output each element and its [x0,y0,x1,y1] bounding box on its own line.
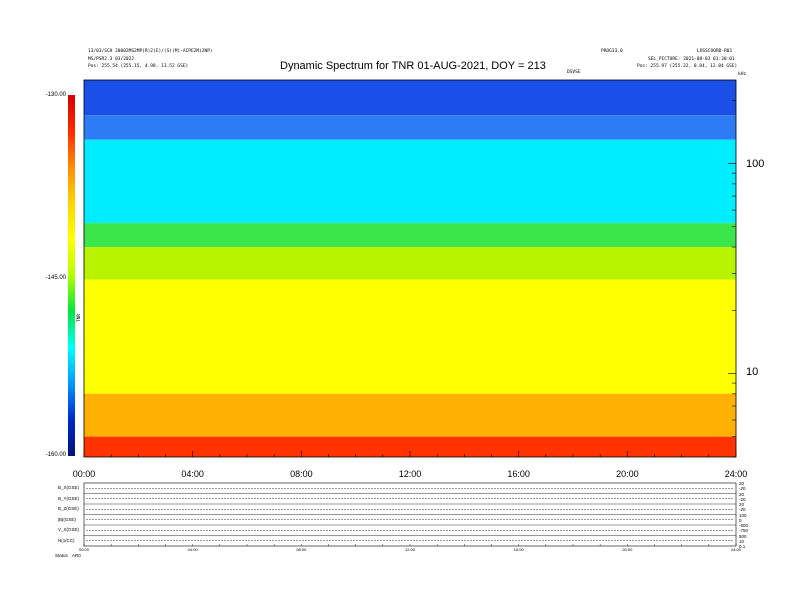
status-label: Status [55,553,68,558]
status-value: AR0 [72,553,81,558]
header-info-right-1b: LOSSCOORD-R01 [697,49,733,54]
subpanel-right-label: 0 [739,517,742,523]
x-tick-label: 12:00 [398,469,422,479]
header-info-left-3: Pos: 255.54 (255.15, 4.98, 13.52 GSE) [88,64,189,69]
spectrogram-plot [83,79,737,458]
subpanel-left-label: B_Y(GSE) [58,495,80,501]
subpanel-x-tick-label: 12:00 [404,547,415,552]
x-tick-label: 04:00 [181,469,204,479]
subpanel-left-label: |B|(GSE) [58,516,76,522]
header-info-right-2: SEL_PICTURE: 2021-08-03 01:30:01 [648,57,735,62]
header-info-right-3: Pos: 255.97 (255.32, 0.84, 12.84 GSE) [637,64,738,69]
x-tick-label: 24:00 [724,469,748,479]
spectrum-band-1 [84,115,736,140]
subpanel-right-label: 20 [739,481,745,486]
spectrum-band-6 [84,393,736,437]
header-info-left-1: 13/03/SCH 20002MS2MP(R)2(E)/(S)(M)-AIPE2… [88,49,213,54]
spectrum-band-3 [84,223,736,248]
header-info-left-2: MS/PSR2.3 03/2022 [88,57,135,62]
y-tick-label-10: 10 [746,366,759,378]
subpanel-x-tick-label: 00:00 [78,547,89,552]
x-tick-label: 08:00 [290,469,313,479]
header-info-right-1: PROG33.0 [601,49,623,54]
marker-label: DSVSE [567,70,581,75]
subpanel-x-tick-label: 20:00 [622,547,633,552]
subpanel-x-tick-label: 16:00 [513,547,524,552]
colorbar-tick-bottom: -160.00 [45,452,66,458]
spectrum-band-0 [84,80,736,116]
subpanel-left-label: B_X(GSE) [58,485,80,491]
subpanel-right-label: 500 [739,533,747,539]
spectrum-band-2 [84,139,736,224]
subpanel-right-label: -20 [739,496,746,502]
x-tick-label: 16:00 [507,469,530,479]
chart-title: Dynamic Spectrum for TNR 01-AUG-2021, DO… [280,60,546,72]
y-tick-label-100: 100 [746,158,765,170]
solar-wind-subpanel [83,482,737,547]
subpanel-right-label: 20 [739,491,745,497]
subpanel-right-label: -750 [739,528,749,534]
spectrum-band-5 [84,279,736,394]
spectrum-band-4 [84,247,736,280]
subpanel-right-label: -20 [739,486,746,492]
subpanel-x-tick-label: 24:00 [730,547,741,552]
colorbar-tick-top: -130.00 [45,92,66,98]
subpanel-left-label: B_Z(GSE) [58,506,79,512]
subpanel-right-label: -500 [739,523,749,528]
spectrum-band-7 [84,436,736,457]
colorbar-tick-mid: -145.00 [45,275,66,281]
x-tick-label: 20:00 [616,469,639,479]
x-tick-label: 00:00 [72,469,96,479]
subpanel-right-label: -20 [739,507,746,513]
subpanel-right-label: 20 [739,502,745,507]
corner-label: kHz [738,72,747,77]
subpanel-x-tick-label: 08:00 [296,547,307,552]
subpanel-left-label: N(1/CC) [58,537,75,543]
subpanel-right-label: 100 [739,512,747,518]
subpanel-right-label: 0.1 [739,544,746,549]
subpanel-right-label: 10 [739,538,745,544]
colorbar [68,95,75,456]
subpanel-left-label: V_X(GSE) [58,527,80,533]
subpanel-x-tick-label: 04:00 [187,547,198,552]
colorbar-label: TNR [77,313,82,322]
